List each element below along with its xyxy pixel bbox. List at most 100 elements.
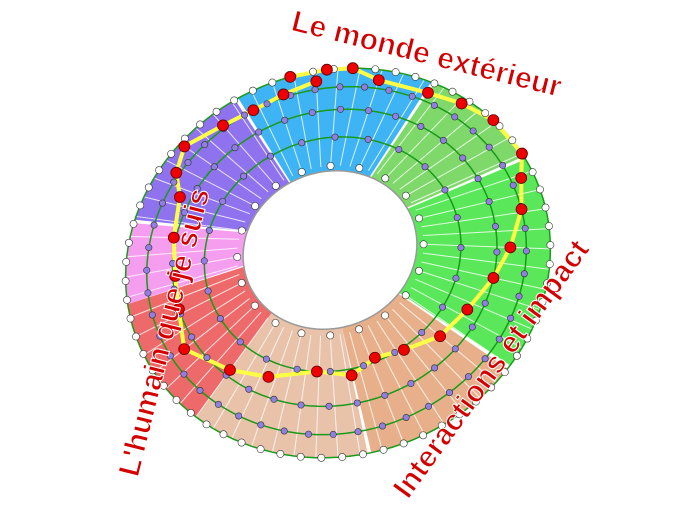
outer-node: [538, 298, 547, 306]
spoke: [405, 294, 511, 367]
outer-node: [296, 452, 305, 461]
inner-node: [361, 83, 369, 91]
inner-node: [308, 109, 316, 117]
outer-node: [472, 397, 480, 406]
spoke: [179, 311, 262, 404]
spoke: [315, 335, 321, 458]
spoke: [376, 320, 445, 425]
inner-node: [280, 427, 288, 435]
inner-node: [167, 352, 175, 360]
red-node: [516, 147, 528, 160]
inner-node: [236, 338, 244, 346]
spoke: [367, 325, 425, 435]
spoke: [125, 256, 238, 278]
inner-node: [385, 86, 393, 94]
red-node: [320, 63, 333, 76]
spoke: [212, 322, 276, 429]
inner-node: [451, 345, 459, 353]
outer-node: [326, 331, 335, 340]
outer-node: [271, 319, 280, 327]
spoke: [423, 243, 551, 250]
spoke: [165, 159, 256, 207]
outer-node: [391, 68, 400, 77]
outer-node: [148, 366, 157, 375]
outer-node: [132, 332, 140, 341]
outer-node: [123, 296, 131, 304]
outer-node: [419, 431, 428, 440]
outer-node: [430, 79, 439, 88]
outer-node: [513, 351, 521, 360]
inner-node: [143, 266, 151, 274]
spoke: [410, 153, 523, 204]
spoke: [339, 68, 361, 166]
outer-node: [219, 430, 228, 439]
red-node: [515, 203, 528, 216]
outer-node: [326, 161, 335, 170]
outer-node: [126, 314, 135, 323]
inner-node: [425, 402, 433, 410]
outer-node: [237, 438, 246, 447]
red-node: [398, 343, 410, 356]
red-node: [434, 330, 446, 343]
spoke: [349, 332, 383, 451]
red-node: [368, 351, 381, 364]
outer-node: [455, 410, 464, 419]
outer-node: [202, 420, 211, 429]
inner-node: [180, 208, 188, 216]
inner-node: [267, 152, 275, 160]
inner-node: [515, 292, 523, 300]
outer-node: [297, 329, 306, 338]
outer-node: [359, 450, 367, 459]
spoke: [130, 274, 240, 318]
inner-node: [507, 314, 515, 322]
inner-node: [297, 401, 305, 409]
inner-node: [521, 224, 529, 232]
inner-node: [255, 128, 263, 136]
outer-node: [248, 86, 257, 95]
spoke: [376, 87, 445, 175]
outer-node: [271, 181, 280, 190]
outer-node: [237, 279, 246, 287]
inner-node: [468, 323, 476, 331]
inner-node: [431, 364, 439, 372]
outer-node: [541, 203, 550, 212]
spoke: [293, 75, 312, 170]
inner-node: [326, 367, 334, 375]
ring-line: [145, 85, 528, 436]
outer-node: [268, 78, 277, 87]
red-node: [515, 172, 528, 184]
spoke: [399, 122, 497, 190]
inner-node: [430, 101, 438, 109]
spoke: [179, 143, 262, 200]
inner-node: [464, 373, 472, 381]
inner-node: [241, 111, 249, 119]
outer-node: [237, 226, 246, 235]
spoke: [195, 127, 269, 193]
inner-node: [262, 355, 270, 363]
outer-node: [251, 301, 259, 310]
inner-node: [469, 127, 477, 135]
outer-node: [536, 185, 544, 194]
red-node: [455, 97, 468, 110]
spoke: [153, 298, 250, 373]
inner-node: [453, 214, 461, 222]
red-node: [247, 104, 260, 117]
inner-node: [381, 391, 389, 399]
outer-node: [545, 222, 553, 230]
spoke: [358, 329, 405, 444]
spoke: [153, 177, 250, 215]
outer-node: [371, 65, 380, 74]
spoke: [293, 334, 312, 457]
red-node: [169, 269, 182, 282]
spoke: [330, 68, 339, 166]
inner-node: [145, 244, 153, 252]
inner-node: [205, 226, 213, 234]
red-node: [173, 191, 186, 203]
inner-node: [495, 335, 503, 343]
inner-node: [481, 299, 489, 307]
spoke: [421, 261, 546, 291]
inner-node: [485, 143, 493, 151]
inner-node: [336, 83, 344, 91]
inner-node: [457, 244, 465, 252]
sector: [195, 312, 368, 458]
